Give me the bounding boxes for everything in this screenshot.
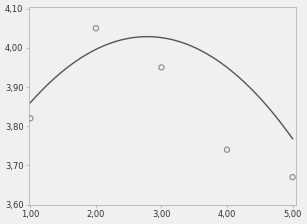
Point xyxy=(93,26,98,30)
Point xyxy=(290,175,295,179)
Point xyxy=(159,66,164,69)
Point xyxy=(28,116,33,120)
Point xyxy=(225,148,230,151)
